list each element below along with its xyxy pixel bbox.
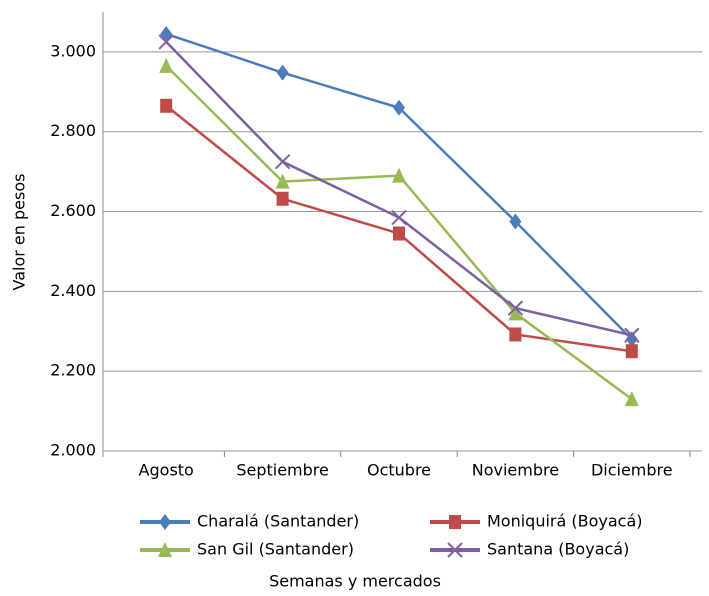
- data-point: [393, 226, 405, 241]
- data-point: [160, 98, 173, 113]
- data-point: [274, 153, 291, 170]
- data-point: [508, 305, 523, 321]
- y-axis-title: Valor en pesos: [10, 174, 29, 291]
- y-tick-label: 2.000: [50, 441, 96, 460]
- data-point: [391, 209, 407, 226]
- series-line: [165, 32, 633, 341]
- data-point: [624, 327, 640, 343]
- legend-marker: [158, 542, 172, 557]
- y-tick-label: 2.200: [50, 361, 96, 380]
- x-tick-label: Octubre: [367, 461, 431, 480]
- legend-marker: [447, 542, 463, 558]
- x-tick-label: Agosto: [139, 461, 194, 480]
- y-tick-label: 2.400: [50, 281, 96, 300]
- data-point: [507, 300, 524, 316]
- y-tick-label: 2.800: [50, 121, 96, 140]
- x-axis-title: Semanas y mercados: [269, 572, 441, 591]
- legend-marker: [449, 515, 461, 529]
- data-point: [159, 57, 174, 73]
- data-point: [509, 327, 522, 342]
- data-point: [625, 344, 638, 359]
- data-point: [160, 25, 173, 42]
- legend-marker: [159, 514, 171, 530]
- y-tick-label: 3.000: [50, 41, 96, 60]
- x-tick-label: Diciembre: [591, 461, 673, 480]
- x-tick-label: Noviembre: [472, 461, 559, 480]
- legend-label: Charalá (Santander): [197, 512, 359, 531]
- data-point: [392, 167, 406, 183]
- data-point: [393, 99, 405, 116]
- data-point: [509, 213, 522, 230]
- legend-label: Santana (Boyacá): [487, 540, 629, 559]
- data-point: [276, 64, 289, 81]
- legend-label: Moniquirá (Boyacá): [487, 512, 643, 531]
- data-point: [624, 391, 639, 407]
- y-tick-label: 2.600: [50, 201, 96, 220]
- data-point: [158, 34, 174, 50]
- data-point: [276, 191, 289, 206]
- legend-label: San Gil (Santander): [197, 540, 354, 559]
- x-tick-label: Septiembre: [236, 461, 329, 480]
- data-point: [275, 173, 290, 189]
